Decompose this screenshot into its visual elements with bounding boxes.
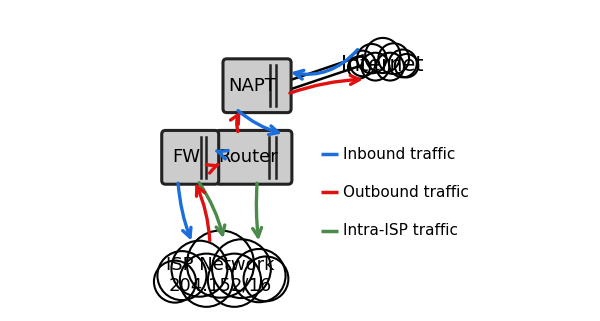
Circle shape [244,256,289,301]
FancyBboxPatch shape [162,130,218,184]
Text: Intra-ISP traffic: Intra-ISP traffic [343,223,458,238]
FancyArrowPatch shape [294,50,358,79]
Circle shape [348,56,370,79]
Circle shape [208,254,261,307]
FancyArrowPatch shape [206,165,218,173]
Text: Outbound traffic: Outbound traffic [343,185,469,200]
Text: Inbound traffic: Inbound traffic [343,147,455,162]
FancyArrowPatch shape [290,75,359,93]
FancyArrowPatch shape [253,183,262,237]
FancyArrowPatch shape [197,186,210,240]
Text: ISP Network
204.152/16: ISP Network 204.152/16 [166,256,275,294]
Circle shape [395,54,418,77]
Circle shape [157,251,206,300]
Circle shape [362,53,389,81]
Circle shape [365,38,400,73]
Text: Router: Router [218,148,278,166]
Circle shape [180,254,233,307]
FancyArrowPatch shape [178,183,191,237]
FancyArrowPatch shape [199,183,225,235]
Circle shape [389,49,417,77]
Circle shape [376,53,404,81]
Text: FW: FW [172,148,200,166]
Circle shape [187,230,254,298]
FancyBboxPatch shape [223,59,291,113]
Circle shape [172,241,227,297]
Circle shape [212,239,271,298]
Circle shape [232,249,286,302]
FancyArrowPatch shape [238,111,278,134]
Circle shape [350,51,376,76]
Circle shape [357,44,386,73]
Text: Internet: Internet [341,55,424,75]
FancyArrowPatch shape [217,151,228,159]
FancyArrowPatch shape [230,114,239,132]
Circle shape [154,261,196,303]
Text: NAPT: NAPT [228,77,276,95]
FancyBboxPatch shape [216,130,292,184]
Circle shape [379,43,409,74]
